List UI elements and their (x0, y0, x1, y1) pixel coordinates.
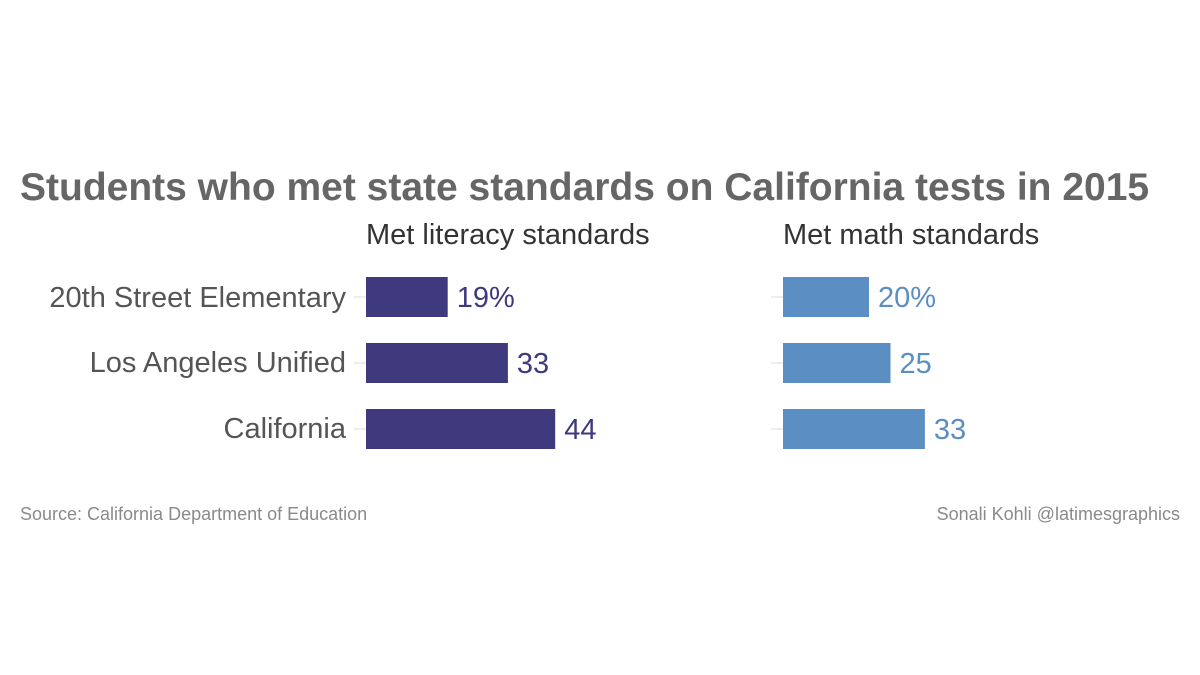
value-label: 25 (900, 348, 932, 380)
math-bars: 20% 25 33 (771, 277, 966, 449)
literacy-bars: 19% 33 44 (354, 277, 596, 449)
source-note: Source: California Department of Educati… (20, 504, 367, 524)
category-label: California (224, 413, 347, 445)
bar (783, 343, 891, 383)
panel-title-literacy: Met literacy standards (366, 219, 650, 251)
bar (366, 409, 556, 449)
math-panel: Met math standards 20% 25 33 (771, 219, 1039, 449)
literacy-panel: Met literacy standards 19% 33 44 (354, 219, 650, 449)
credit-note: Sonali Kohli @latimesgraphics (937, 504, 1180, 524)
value-label: 20% (878, 282, 936, 314)
chart-title: Students who met state standards on Cali… (20, 166, 1149, 209)
bar (366, 343, 508, 383)
bar (783, 277, 869, 317)
bar (366, 277, 448, 317)
bar (783, 409, 925, 449)
category-label: 20th Street Elementary (49, 282, 346, 314)
category-label: Los Angeles Unified (90, 347, 346, 379)
value-label: 44 (564, 414, 596, 446)
panel-title-math: Met math standards (783, 219, 1039, 251)
category-labels: 20th Street Elementary Los Angeles Unifi… (49, 282, 346, 445)
value-label: 19% (457, 282, 515, 314)
value-label: 33 (934, 414, 966, 446)
value-label: 33 (517, 348, 549, 380)
